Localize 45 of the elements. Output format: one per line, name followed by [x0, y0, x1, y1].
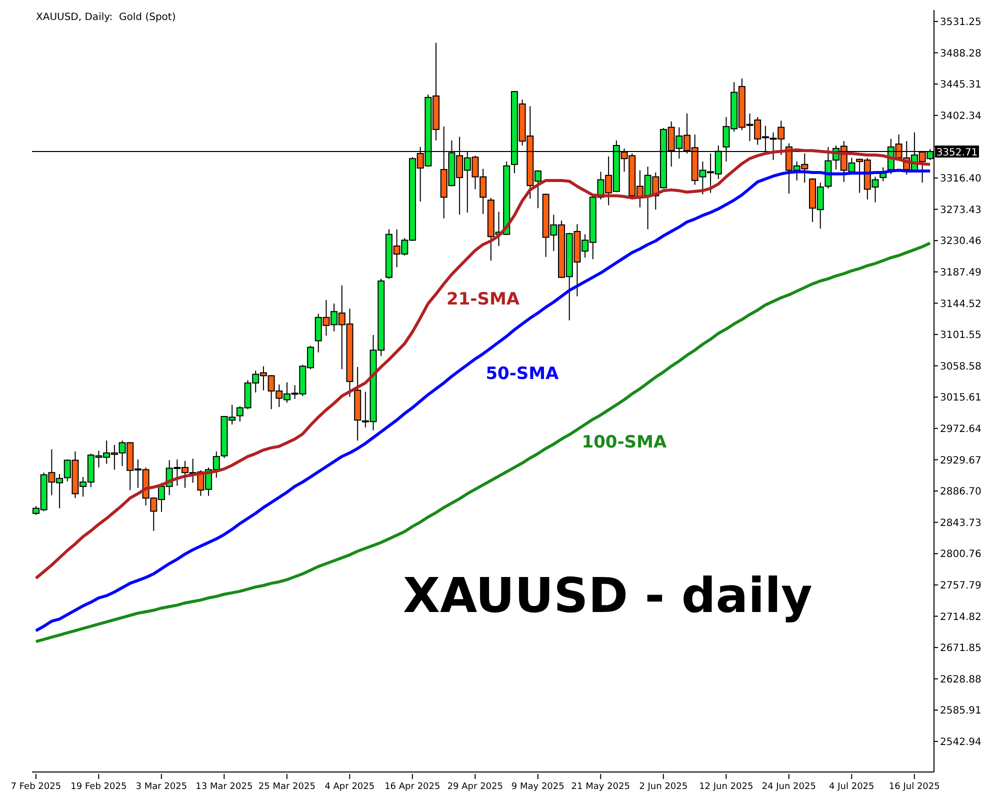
series-label: 21-SMA: [446, 290, 520, 310]
y-tick-label: 3531.25: [940, 17, 982, 28]
y-tick-label: 2671.85: [940, 643, 982, 654]
y-tick-label: 3101.55: [940, 330, 982, 342]
x-tick-label: 16 Apr 2025: [384, 782, 440, 792]
chart-title: XAUUSD, Daily: Gold (Spot): [36, 12, 176, 23]
ref-line-label: 3352.71: [936, 148, 978, 159]
y-tick-label: 3015.61: [940, 392, 982, 404]
y-tick-label: 2628.88: [940, 674, 982, 686]
x-tick-label: 16 Jul 2025: [888, 782, 940, 792]
y-tick-label: 2757.79: [940, 580, 982, 592]
x-tick-label: 19 Feb 2025: [70, 782, 127, 792]
y-tick-label: 2542.94: [940, 736, 982, 748]
y-tick-label: 2929.67: [940, 455, 982, 466]
x-tick-label: 21 May 2025: [571, 782, 630, 792]
y-tick-label: 3230.46: [940, 236, 982, 248]
x-tick-label: 29 Apr 2025: [447, 782, 503, 792]
y-tick-label: 3402.34: [940, 110, 982, 122]
series-label: 100-SMA: [582, 432, 668, 453]
x-tick-label: 4 Apr 2025: [324, 782, 375, 792]
y-tick-label: 2972.64: [940, 424, 982, 435]
series-label: 50-SMA: [486, 364, 560, 384]
x-tick-label: 2 Jun 2025: [639, 782, 688, 792]
x-tick-label: 24 Jun 2025: [762, 782, 816, 792]
y-tick-label: 3316.40: [940, 174, 982, 185]
y-tick-label: 2585.91: [940, 706, 982, 717]
x-tick-label: 12 Jun 2025: [699, 782, 754, 792]
y-tick-label: 3488.28: [940, 48, 982, 60]
x-tick-label: 4 Jul 2025: [829, 782, 874, 792]
x-tick-label: 13 Mar 2025: [196, 782, 253, 792]
y-tick-label: 2886.70: [940, 486, 982, 498]
y-tick-label: 2843.73: [940, 518, 982, 529]
x-tick-label: 25 Mar 2025: [258, 782, 316, 792]
x-tick-label: 3 Mar 2025: [136, 782, 188, 792]
x-tick-label: 7 Feb 2025: [10, 782, 62, 792]
y-tick-label: 3273.43: [940, 204, 982, 216]
y-tick-label: 3187.49: [940, 267, 982, 278]
annotation: XAUUSD - daily: [403, 568, 812, 624]
x-tick-label: 9 May 2025: [511, 782, 564, 792]
y-tick-label: 3058.58: [940, 361, 982, 372]
y-tick-label: 3144.52: [940, 298, 982, 310]
y-tick-label: 2800.76: [940, 549, 982, 560]
y-tick-label: 2714.82: [940, 612, 982, 623]
y-tick-label: 3445.31: [940, 80, 982, 91]
line-series: [34, 242, 932, 644]
